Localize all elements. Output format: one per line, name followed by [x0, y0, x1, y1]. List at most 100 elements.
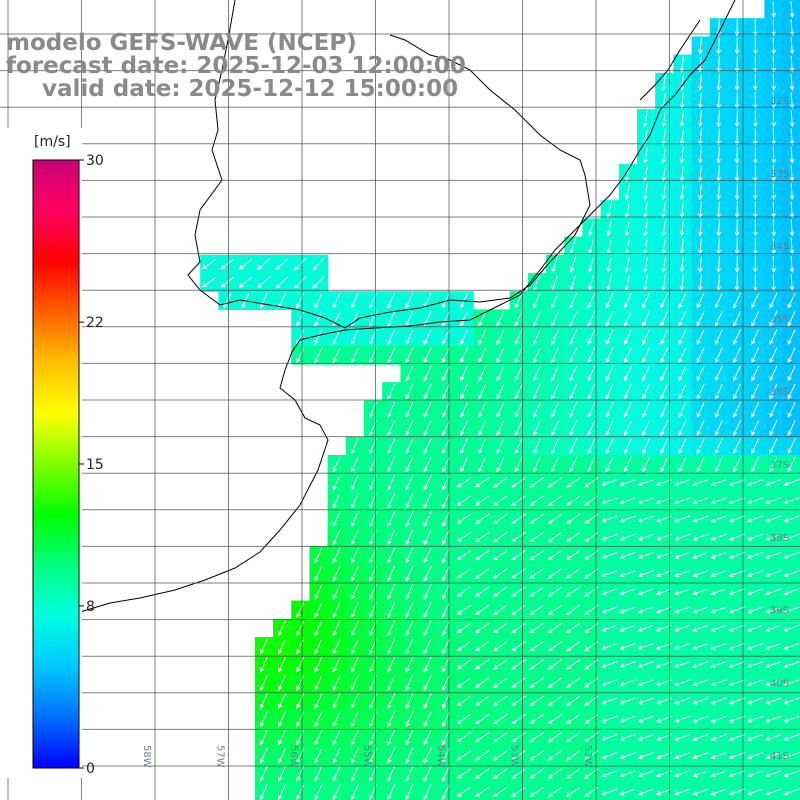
wind-arrow: [783, 515, 800, 523]
wind-arrow: [478, 456, 487, 473]
wind-arrow: [710, 733, 727, 741]
wind-arrow: [296, 674, 305, 691]
wind-arrow: [787, 438, 796, 455]
latitude-label: 37S: [770, 460, 789, 471]
wind-arrow: [350, 656, 359, 673]
wind-arrow: [619, 642, 636, 650]
wind-arrow: [605, 438, 614, 455]
wind-arrow: [783, 642, 800, 650]
wind-arrow: [601, 624, 618, 632]
wind-arrow: [678, 420, 687, 436]
wind-arrow: [660, 420, 669, 436]
wind-arrow: [605, 420, 614, 436]
wind-arrow: [493, 550, 508, 561]
wind-arrow: [423, 347, 432, 364]
wind-arrow: [601, 642, 618, 650]
wind-arrow: [405, 329, 414, 345]
wind-arrow: [350, 292, 359, 309]
wind-arrow: [332, 547, 341, 564]
wind-arrow: [661, 73, 666, 91]
wind-arrow: [765, 588, 782, 596]
wind-arrow: [456, 531, 471, 543]
wind-arrow: [532, 292, 541, 309]
wind-arrow: [387, 674, 396, 691]
wind-arrow: [350, 529, 359, 546]
wind-arrow: [387, 602, 396, 618]
wind-arrow: [783, 497, 800, 505]
wind-arrow: [692, 752, 709, 760]
wind-arrow: [314, 329, 323, 345]
wind-arrow: [716, 55, 722, 73]
wind-arrow: [441, 547, 450, 564]
wind-arrow: [547, 786, 562, 797]
wind-arrow: [514, 401, 523, 418]
wind-arrow: [637, 661, 654, 669]
wind-arrow: [710, 570, 727, 578]
wind-arrow: [460, 347, 468, 364]
wind-arrow: [692, 642, 709, 650]
wind-arrow: [514, 438, 523, 455]
wind-arrow: [619, 715, 636, 723]
wind-arrow: [565, 586, 581, 597]
wind-arrow: [387, 565, 396, 582]
wind-arrow: [765, 570, 782, 578]
wind-arrow: [746, 733, 763, 741]
wind-arrow: [350, 492, 359, 509]
wind-arrow: [752, 128, 758, 146]
wind-arrow: [296, 693, 305, 709]
wind-arrow: [789, 219, 795, 237]
longitude-label: 56W: [288, 745, 299, 768]
latitude-label: 36S: [770, 387, 789, 398]
wind-arrow: [423, 583, 432, 600]
wind-arrow: [601, 661, 618, 669]
wind-arrow: [674, 479, 691, 487]
wind-arrow: [423, 693, 432, 709]
wind-arrow: [692, 715, 709, 723]
wind-arrow: [456, 568, 471, 579]
wind-arrow: [746, 715, 763, 723]
wind-arrow: [674, 588, 691, 596]
wind-arrow: [496, 310, 505, 327]
wind-arrow: [441, 474, 450, 491]
wind-arrow: [511, 786, 526, 797]
wind-arrow: [423, 511, 432, 527]
wind-arrow: [529, 586, 544, 597]
wind-arrow: [714, 420, 723, 436]
wind-arrow: [752, 73, 758, 91]
wind-arrow: [405, 347, 414, 364]
wind-arrow: [679, 55, 685, 73]
wind-arrows: [201, 1, 800, 800]
wind-arrow: [642, 347, 650, 364]
wind-arrow: [332, 711, 341, 728]
wind-arrow: [460, 329, 468, 345]
wind-arrow: [746, 606, 763, 614]
wind-arrow: [278, 674, 286, 691]
wind-arrow: [642, 310, 650, 327]
wind-arrow: [511, 713, 526, 725]
wind-arrow: [587, 256, 595, 273]
wind-arrow: [601, 515, 618, 523]
wind-arrow: [787, 401, 796, 418]
wind-arrow: [728, 642, 745, 650]
wind-arrow: [637, 770, 654, 778]
wind-arrow: [493, 586, 508, 597]
wind-arrow: [387, 784, 396, 800]
wind-arrow: [746, 770, 763, 778]
wind-arrow: [478, 438, 487, 455]
wind-arrow: [728, 624, 745, 632]
wind-arrow: [511, 622, 526, 634]
wind-arrow: [474, 586, 490, 597]
wind-arrow: [551, 347, 559, 364]
wind-arrow: [441, 365, 450, 382]
wind-arrow: [696, 438, 705, 455]
wind-arrow: [696, 383, 705, 400]
wind-arrow: [456, 750, 471, 761]
wind-arrow: [456, 659, 471, 670]
wind-arrow: [728, 479, 745, 487]
wind-arrow: [679, 183, 685, 201]
wind-arrow: [783, 479, 800, 487]
wind-arrow: [441, 401, 450, 418]
wind-arrow: [674, 770, 691, 778]
wind-arrow: [423, 438, 432, 455]
wind-arrow: [423, 365, 432, 382]
